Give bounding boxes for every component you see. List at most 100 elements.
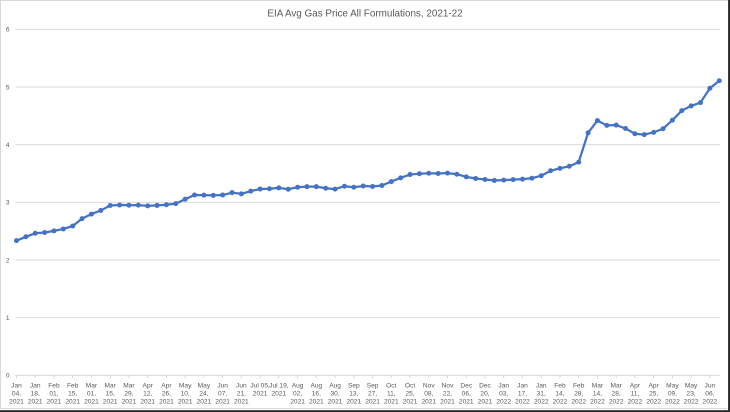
svg-text:Jun: Jun — [705, 382, 716, 389]
svg-text:09,: 09, — [668, 390, 677, 397]
svg-text:Mar: Mar — [611, 382, 623, 389]
svg-text:Aug: Aug — [292, 382, 304, 389]
svg-text:May: May — [198, 382, 211, 389]
svg-text:2022: 2022 — [703, 398, 718, 405]
svg-text:2: 2 — [6, 257, 10, 264]
svg-text:14,: 14, — [593, 390, 602, 397]
svg-text:2021: 2021 — [234, 398, 249, 405]
svg-text:Mar: Mar — [123, 382, 135, 389]
svg-text:May: May — [685, 382, 698, 389]
svg-text:11,: 11, — [631, 390, 640, 397]
svg-text:2021: 2021 — [290, 398, 305, 405]
svg-text:Feb: Feb — [48, 382, 60, 389]
svg-text:17,: 17, — [518, 390, 527, 397]
svg-text:Jan: Jan — [536, 382, 547, 389]
svg-text:2021: 2021 — [178, 398, 193, 405]
svg-text:Jan: Jan — [11, 382, 22, 389]
svg-text:2022: 2022 — [665, 398, 680, 405]
svg-text:Apr: Apr — [630, 382, 641, 389]
svg-text:13,: 13, — [349, 390, 358, 397]
svg-text:28,: 28, — [612, 390, 621, 397]
svg-text:01,: 01, — [87, 390, 96, 397]
svg-text:4: 4 — [6, 142, 10, 149]
svg-text:Sep: Sep — [367, 382, 379, 389]
svg-text:28,: 28, — [574, 390, 583, 397]
svg-text:01,: 01, — [49, 390, 58, 397]
svg-text:2021: 2021 — [28, 398, 43, 405]
svg-text:24,: 24, — [199, 390, 208, 397]
svg-text:15,: 15, — [106, 390, 115, 397]
svg-text:25,: 25, — [405, 390, 414, 397]
svg-text:26,: 26, — [162, 390, 171, 397]
svg-text:2021: 2021 — [65, 398, 80, 405]
svg-text:2021: 2021 — [384, 398, 399, 405]
svg-text:2022: 2022 — [646, 398, 661, 405]
svg-text:11,: 11, — [387, 390, 396, 397]
svg-text:2022: 2022 — [571, 398, 586, 405]
svg-text:2021: 2021 — [9, 398, 24, 405]
svg-text:Mar: Mar — [105, 382, 117, 389]
svg-text:08,: 08, — [424, 390, 433, 397]
svg-text:Jan: Jan — [498, 382, 509, 389]
svg-text:23,: 23, — [687, 390, 696, 397]
svg-text:31,: 31, — [537, 390, 546, 397]
svg-text:2021: 2021 — [140, 398, 155, 405]
svg-text:Mar: Mar — [592, 382, 604, 389]
svg-text:Aug: Aug — [310, 382, 322, 389]
svg-text:21,: 21, — [237, 390, 246, 397]
svg-text:15,: 15, — [68, 390, 77, 397]
svg-text:Nov: Nov — [442, 382, 454, 389]
svg-text:1: 1 — [6, 315, 10, 322]
svg-text:2021: 2021 — [197, 398, 212, 405]
svg-text:2021: 2021 — [47, 398, 62, 405]
svg-text:Jul 05,: Jul 05, — [250, 382, 270, 389]
svg-text:2021: 2021 — [159, 398, 174, 405]
svg-text:16,: 16, — [312, 390, 321, 397]
svg-text:Jan: Jan — [30, 382, 41, 389]
svg-text:20,: 20, — [480, 390, 489, 397]
svg-text:25,: 25, — [649, 390, 658, 397]
svg-text:2022: 2022 — [534, 398, 549, 405]
svg-text:2021: 2021 — [103, 398, 118, 405]
svg-text:29,: 29, — [124, 390, 133, 397]
svg-text:03,: 03, — [499, 390, 508, 397]
svg-text:14,: 14, — [555, 390, 564, 397]
svg-text:2021: 2021 — [272, 390, 287, 397]
svg-text:2021: 2021 — [440, 398, 455, 405]
svg-text:Feb: Feb — [67, 382, 79, 389]
svg-text:30,: 30, — [330, 390, 339, 397]
svg-text:May: May — [179, 382, 192, 389]
svg-text:10,: 10, — [181, 390, 190, 397]
svg-text:07,: 07, — [218, 390, 227, 397]
svg-text:Jun: Jun — [217, 382, 228, 389]
svg-text:Nov: Nov — [423, 382, 435, 389]
svg-text:0: 0 — [6, 373, 10, 380]
svg-text:2021: 2021 — [403, 398, 418, 405]
svg-text:Jul 19,: Jul 19, — [269, 382, 289, 389]
svg-text:2021: 2021 — [215, 398, 230, 405]
svg-text:18,: 18, — [31, 390, 40, 397]
svg-text:2022: 2022 — [496, 398, 511, 405]
svg-text:2022: 2022 — [628, 398, 643, 405]
svg-text:22,: 22, — [443, 390, 452, 397]
svg-text:Feb: Feb — [573, 382, 585, 389]
svg-text:May: May — [666, 382, 679, 389]
svg-text:Aug: Aug — [329, 382, 341, 389]
svg-text:04,: 04, — [12, 390, 21, 397]
svg-text:Sep: Sep — [348, 382, 360, 389]
svg-text:06,: 06, — [462, 390, 471, 397]
svg-text:2022: 2022 — [515, 398, 530, 405]
svg-text:2021: 2021 — [309, 398, 324, 405]
svg-text:2021: 2021 — [459, 398, 474, 405]
svg-text:2021: 2021 — [84, 398, 99, 405]
svg-text:Oct: Oct — [386, 382, 396, 389]
svg-text:2022: 2022 — [553, 398, 568, 405]
svg-text:Dec: Dec — [460, 382, 472, 389]
svg-text:2022: 2022 — [684, 398, 699, 405]
svg-text:2021: 2021 — [122, 398, 137, 405]
svg-text:2022: 2022 — [609, 398, 624, 405]
svg-text:06,: 06, — [705, 390, 714, 397]
svg-text:27,: 27, — [368, 390, 377, 397]
svg-text:2021: 2021 — [365, 398, 380, 405]
svg-text:12,: 12, — [143, 390, 152, 397]
